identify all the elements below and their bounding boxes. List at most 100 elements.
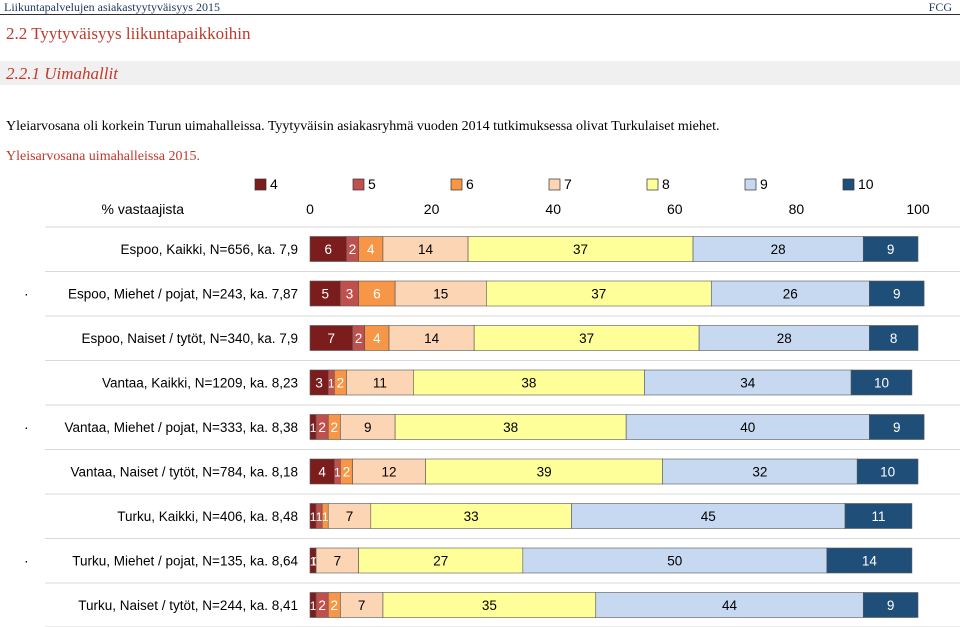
chart-caption: Yleisarvosana uimahalleissa 2015. (6, 149, 201, 164)
data-label-9: 32 (752, 465, 767, 480)
bar-segment-9 (522, 547, 828, 574)
legend-label-4: 4 (270, 176, 278, 192)
data-label-10: 10 (874, 376, 889, 391)
data-label-4: 1 (310, 555, 317, 569)
bar-segment-6 (364, 325, 390, 351)
bar-segment-9 (644, 369, 852, 396)
data-label-6: 2 (343, 465, 351, 480)
row-marker: · (24, 419, 29, 435)
data-label-7: 14 (424, 331, 440, 346)
bar-segment-10 (826, 547, 913, 574)
legend-swatch-6 (450, 178, 463, 191)
bar-segment-7 (340, 414, 396, 440)
bar-segment-6 (358, 236, 384, 262)
data-label-8: 27 (433, 554, 448, 569)
data-label-7: 7 (346, 509, 354, 524)
legend-swatch-8 (646, 178, 659, 191)
data-label-5: 2 (318, 598, 326, 613)
x-tick-label: 0 (306, 201, 314, 217)
x-tick-label: 60 (667, 201, 683, 217)
bar-segment-8 (473, 325, 700, 351)
stacked-bar-chart: 4 5 6 7 8 9 10% vastaajista 0 20 40 60 80 100Espoo, … (24, 176, 960, 627)
bar-segment-7 (388, 325, 475, 351)
data-label-8: 33 (464, 509, 479, 524)
category-label: Turku, Miehet / pojat, N=135, ka. 8,64 (72, 554, 298, 569)
bar-segment-6 (358, 280, 396, 307)
legend-swatch-4 (254, 178, 267, 191)
row-marker: · (24, 553, 29, 569)
data-label-7: 12 (382, 465, 397, 480)
bar-segment-7 (382, 236, 469, 262)
category-label: Vantaa, Kaikki, N=1209, ka. 8,23 (102, 376, 298, 391)
bar-segment-9 (692, 236, 864, 262)
data-label-4: 3 (315, 376, 323, 391)
category-label: Espoo, Kaikki, N=656, ka. 7,9 (121, 242, 298, 257)
legend-label-9: 9 (760, 176, 768, 192)
bar-segment-8 (467, 236, 694, 262)
data-label-6: 1 (322, 510, 329, 524)
bar-segment-4 (309, 325, 353, 351)
data-label-6: 4 (367, 242, 375, 257)
data-label-8: 35 (482, 598, 497, 613)
data-label-7: 7 (334, 554, 342, 569)
legend-swatch-9 (744, 178, 757, 191)
x-axis-label: % vastaajista (102, 201, 185, 217)
data-label-5: 2 (349, 242, 357, 257)
data-label-8: 39 (537, 465, 552, 480)
data-label-7: 15 (433, 287, 448, 302)
bar-segment-7 (352, 458, 426, 485)
subsection-band (0, 61, 960, 85)
data-label-5: 2 (355, 331, 363, 346)
body-paragraph: Yleiarvosana oli korkein Turun uimahalle… (6, 119, 720, 134)
category-label: Vantaa, Naiset / tytöt, N=784, ka. 8,18 (70, 465, 298, 480)
data-label-8: 38 (521, 376, 536, 391)
data-label-8: 37 (579, 331, 594, 346)
bar-segment-10 (869, 325, 919, 351)
data-label-10: 8 (890, 331, 898, 346)
x-tick-label: 20 (424, 201, 440, 217)
data-label-7: 9 (364, 420, 372, 435)
data-label-5: 2 (318, 420, 326, 435)
category-label: Vantaa, Miehet / pojat, N=333, ka. 8,38 (64, 420, 298, 435)
data-label-4: 6 (324, 242, 332, 257)
bar-segment-10 (862, 236, 919, 262)
category-label: Espoo, Miehet / pojat, N=243, ka. 7,87 (68, 287, 298, 302)
data-label-7: 11 (373, 376, 387, 391)
bar-segment-4 (309, 458, 335, 485)
category-label: Turku, Naiset / tytöt, N=244, ka. 8,41 (78, 598, 298, 613)
data-label-8: 37 (573, 242, 588, 257)
data-label-5: 3 (346, 287, 354, 302)
report-header-brand: FCG (928, 0, 952, 14)
bar-segment-7 (340, 592, 384, 618)
data-label-9: 40 (740, 420, 755, 435)
bar-segment-10 (850, 369, 913, 396)
data-label-4: 1 (310, 599, 317, 613)
bar-segment-10 (869, 414, 925, 440)
data-label-9: 28 (777, 331, 792, 346)
data-label-10: 11 (871, 509, 885, 524)
data-label-9: 44 (722, 598, 738, 613)
data-label-5: 1 (316, 510, 323, 524)
legend-label-5: 5 (368, 176, 376, 192)
data-label-9: 45 (701, 509, 716, 524)
legend-swatch-5 (352, 178, 365, 191)
data-label-4: 1 (310, 421, 317, 435)
data-label-10: 14 (862, 554, 878, 569)
category-label: Turku, Kaikki, N=406, ka. 8,48 (117, 509, 298, 524)
data-label-6: 2 (331, 420, 339, 435)
data-label-10: 10 (880, 465, 895, 480)
bar-segment-7 (327, 503, 372, 529)
bar-segment-9 (662, 458, 858, 485)
subsection-title: 2.2.1 Uimahallit (6, 64, 118, 83)
data-label-10: 9 (893, 287, 901, 302)
bar-segment-8 (425, 458, 663, 485)
data-label-5: 1 (328, 377, 335, 391)
bar-segment-8 (370, 503, 572, 529)
data-label-6: 6 (373, 287, 381, 302)
bar-segment-10 (844, 503, 913, 529)
bar-segment-10 (862, 592, 919, 618)
data-label-10: 9 (893, 420, 901, 435)
legend-swatch-10 (842, 178, 855, 191)
legend-swatch-7 (548, 178, 561, 191)
data-label-4: 7 (328, 331, 336, 346)
